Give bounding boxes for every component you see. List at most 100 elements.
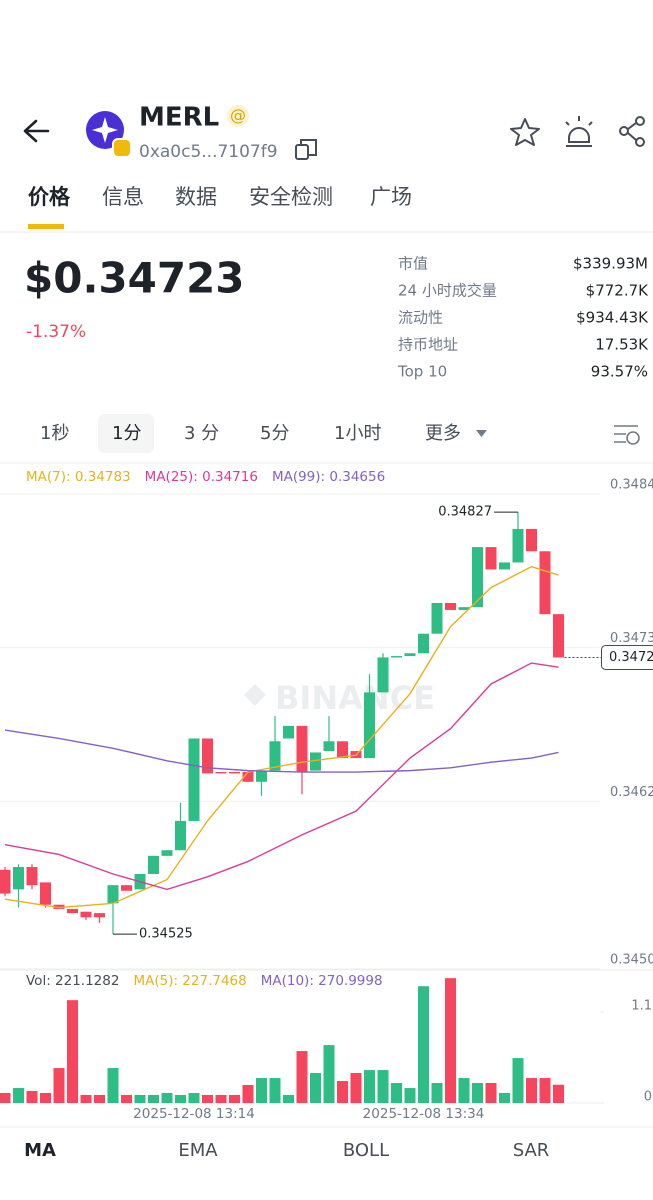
candle-body — [323, 741, 335, 752]
token-name: MERL — [139, 103, 219, 133]
candle-body — [67, 908, 78, 914]
ma-legend: MA(7): 0.34783 — [26, 469, 131, 485]
candle-body — [337, 741, 348, 759]
volume-bar — [526, 1078, 537, 1103]
y-tick-label: 0.3462 — [610, 785, 653, 800]
stat-value: $772.7K — [586, 282, 649, 300]
volume-bar — [512, 1058, 524, 1103]
candle-body — [418, 633, 429, 654]
tab[interactable]: 安全检测 — [249, 185, 333, 209]
candle-body — [161, 850, 173, 856]
volume-bar — [148, 1094, 159, 1103]
stat-value: $339.93M — [573, 255, 648, 273]
indicator-tab[interactable]: SAR — [513, 1140, 550, 1161]
volume-bar — [202, 1094, 213, 1103]
volume-bar — [283, 1094, 294, 1103]
volume-bar — [323, 1045, 335, 1103]
stat-label: 流动性 — [398, 309, 443, 327]
candle-body — [377, 657, 389, 693]
volume-bar — [242, 1084, 254, 1103]
interval[interactable]: 1小时 — [334, 423, 381, 444]
candle-body — [148, 855, 159, 874]
annotation: 0.34827 — [438, 505, 492, 520]
volume-bar — [134, 1094, 146, 1103]
price-change: -1.37% — [26, 322, 86, 342]
candle-body — [364, 692, 375, 759]
volume-bar — [256, 1078, 267, 1103]
indicator-tab[interactable]: MA — [24, 1140, 56, 1161]
address: 0xa0c5...7107f9 — [139, 142, 278, 162]
volume-bar — [296, 1051, 308, 1103]
y-tick-label: 0.3484 — [610, 478, 653, 493]
interval[interactable]: 3 分 — [184, 423, 219, 444]
interval[interactable]: 1秒 — [40, 423, 69, 444]
favorite-icon[interactable] — [510, 118, 540, 146]
volume-legend: MA(10): 270.9998 — [261, 973, 383, 989]
tab-indicator — [28, 224, 64, 229]
share-icon[interactable] — [619, 116, 645, 147]
candle-body — [391, 656, 402, 658]
interval[interactable]: 5分 — [260, 423, 289, 444]
volume-bar — [539, 1078, 551, 1103]
candle-body — [94, 913, 105, 918]
candle-body — [13, 867, 24, 890]
volume-bar — [553, 1084, 564, 1103]
volume-bar — [499, 1093, 510, 1103]
price-tag-label: 0.3472 — [609, 650, 653, 665]
chart-settings-icon[interactable] — [614, 425, 640, 445]
copy-icon[interactable] — [295, 139, 317, 160]
volume-bar — [26, 1091, 38, 1103]
token-logo — [86, 111, 132, 158]
candle-body — [445, 602, 456, 610]
candle-body — [121, 885, 132, 891]
volume-bar — [404, 1088, 416, 1103]
candle-body — [0, 869, 11, 894]
volume-bar — [40, 1093, 51, 1103]
candle-body — [404, 653, 416, 657]
volume-bar — [53, 1068, 65, 1103]
candle-body — [283, 725, 294, 739]
volume-bar — [377, 1070, 389, 1103]
candle-body — [107, 885, 119, 904]
alert-icon[interactable] — [565, 116, 593, 147]
x-tick-label: 2025-12-08 13:34 — [363, 1106, 485, 1122]
candle-body — [539, 551, 551, 615]
candle-body — [202, 738, 213, 774]
watermark — [244, 684, 266, 706]
volume-bar — [80, 1094, 92, 1103]
interval-selected — [98, 414, 154, 453]
volume-bar — [418, 986, 429, 1103]
price: $0.34723 — [24, 254, 245, 303]
candle-body — [256, 770, 267, 782]
volume-bar — [175, 1094, 186, 1103]
candle-body — [269, 741, 281, 771]
interval[interactable]: 1分 — [112, 423, 141, 444]
tab[interactable]: 广场 — [370, 185, 412, 209]
interval[interactable]: 更多 — [425, 423, 461, 444]
tab[interactable]: 信息 — [102, 185, 144, 209]
indicator-tab[interactable]: BOLL — [343, 1140, 389, 1161]
tab[interactable]: 价格 — [28, 185, 71, 209]
stat-label: Top 10 — [397, 363, 447, 381]
back-button[interactable] — [23, 119, 50, 143]
volume-bar — [350, 1073, 362, 1103]
tab[interactable]: 数据 — [175, 185, 217, 209]
volume-bar — [215, 1094, 227, 1103]
candle-body — [472, 547, 483, 608]
indicator-tab[interactable]: EMA — [178, 1140, 218, 1161]
candle-body — [485, 547, 497, 570]
y-tick-label: 0.3473 — [610, 631, 653, 646]
volume-bar — [431, 1083, 443, 1103]
ma-line — [4, 729, 559, 773]
candle-body — [431, 602, 443, 634]
candle-body — [215, 772, 227, 774]
candle-body — [242, 772, 254, 782]
volume-bar — [391, 1083, 402, 1103]
volume-bar — [107, 1068, 119, 1103]
candle-body — [512, 528, 524, 563]
ma-legend: MA(25): 0.34716 — [145, 469, 258, 485]
volume-bar — [472, 1083, 483, 1103]
stat-value: 93.57% — [591, 363, 648, 381]
